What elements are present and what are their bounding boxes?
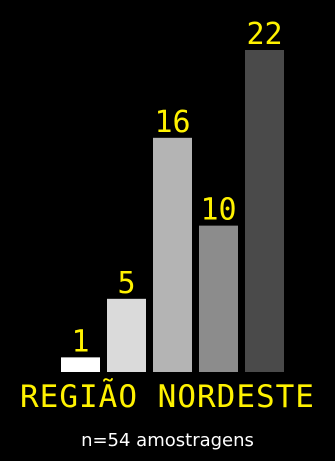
bar-1 [61, 357, 100, 372]
bar-5 [245, 50, 284, 372]
value-label-4: 10 [200, 193, 236, 228]
value-label-5: 22 [246, 17, 282, 52]
chart-title: REGIÃO NORDESTE [20, 379, 315, 415]
bar-3 [153, 137, 192, 372]
value-label-2: 5 [117, 266, 135, 301]
bar-2 [107, 298, 146, 372]
value-labels-group: 15 16 10 22 [71, 17, 282, 359]
chart-subtitle: n=54 amostragens [81, 430, 254, 451]
bars-group [61, 50, 284, 372]
value-label-1: 1 [71, 324, 89, 359]
bar-4 [199, 225, 238, 372]
value-label-3: 16 [154, 105, 190, 140]
